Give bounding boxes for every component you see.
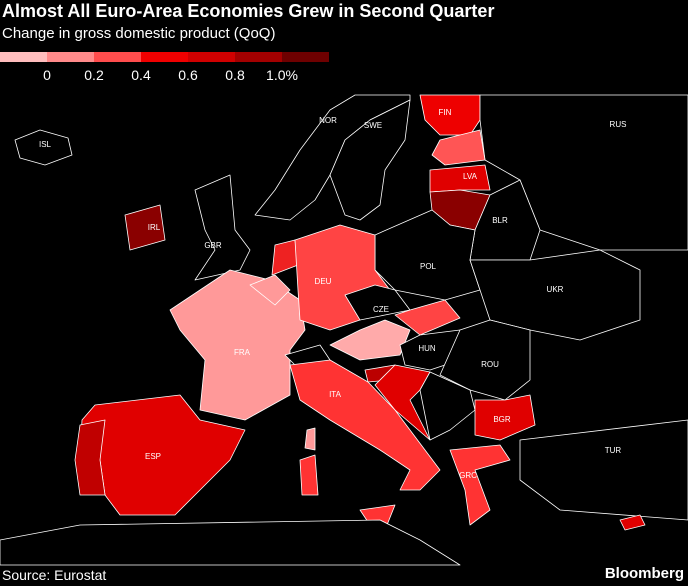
legend-label: 0.4 xyxy=(131,67,151,83)
country-label: BLR xyxy=(492,216,508,225)
italy xyxy=(289,359,441,491)
romania xyxy=(439,319,531,401)
country-label: BGR xyxy=(493,415,511,424)
belgium xyxy=(249,274,291,306)
country-label: ROU xyxy=(481,360,499,369)
slovakia xyxy=(394,299,461,336)
country-label: FIN xyxy=(439,108,452,117)
legend-swatch xyxy=(94,52,141,62)
country-label: SWE xyxy=(364,121,382,130)
legend-label: 0.6 xyxy=(178,67,198,83)
turkey xyxy=(519,419,688,521)
sweden xyxy=(329,99,411,221)
country-label: NOR xyxy=(319,116,337,125)
corsica xyxy=(304,427,316,451)
country-label: ISL xyxy=(39,140,52,149)
countries xyxy=(0,94,688,566)
title: Almost All Euro-Area Economies Grew in S… xyxy=(2,1,494,21)
sardinia xyxy=(299,454,319,496)
legend-label: 1.0% xyxy=(266,67,298,83)
country-label: IRL xyxy=(148,223,161,232)
country-label: ITA xyxy=(329,390,342,399)
bulgaria xyxy=(474,394,536,441)
country-label: GRC xyxy=(459,471,477,480)
iceland xyxy=(14,129,73,166)
country-label: POL xyxy=(420,262,437,271)
country-label: FRA xyxy=(234,348,251,357)
country-label: DEU xyxy=(315,277,332,286)
estonia xyxy=(431,129,486,166)
greece xyxy=(449,444,511,526)
legend: 0 0.2 0.4 0.6 0.8 1.0% xyxy=(0,52,329,83)
cyprus xyxy=(619,514,646,531)
source: Source: Eurostat xyxy=(2,567,106,583)
north-africa xyxy=(0,519,461,566)
legend-label: 0.8 xyxy=(225,67,245,83)
croatia xyxy=(374,364,431,441)
country-label: HUN xyxy=(418,344,436,353)
legend-swatch xyxy=(235,52,282,62)
legend-label: 0.2 xyxy=(84,67,104,83)
ireland xyxy=(124,204,166,251)
country-label: CZE xyxy=(373,305,389,314)
legend-swatch xyxy=(141,52,188,62)
subtitle: Change in gross domestic product (QoQ) xyxy=(2,25,275,42)
country-label: RUS xyxy=(610,120,627,129)
latvia xyxy=(429,164,491,193)
legend-label: 0 xyxy=(43,67,51,83)
portugal xyxy=(74,419,106,496)
country-label: ESP xyxy=(145,452,161,461)
country-label: GBR xyxy=(204,241,222,250)
balkans xyxy=(419,371,476,441)
country-label: LVA xyxy=(463,172,478,181)
country-labels: ISL NOR SWE FIN RUS LVA IRL GBR BLR POL … xyxy=(39,108,626,480)
brand: Bloomberg xyxy=(605,565,684,582)
legend-swatch xyxy=(188,52,235,62)
country-label: UKR xyxy=(547,285,564,294)
france xyxy=(169,269,306,421)
legend-swatch xyxy=(282,52,329,62)
legend-swatch xyxy=(47,52,94,62)
legend-swatch xyxy=(0,52,47,62)
austria xyxy=(329,319,411,361)
country-label: TUR xyxy=(605,446,622,455)
ukraine xyxy=(469,249,641,341)
britain xyxy=(194,174,251,281)
